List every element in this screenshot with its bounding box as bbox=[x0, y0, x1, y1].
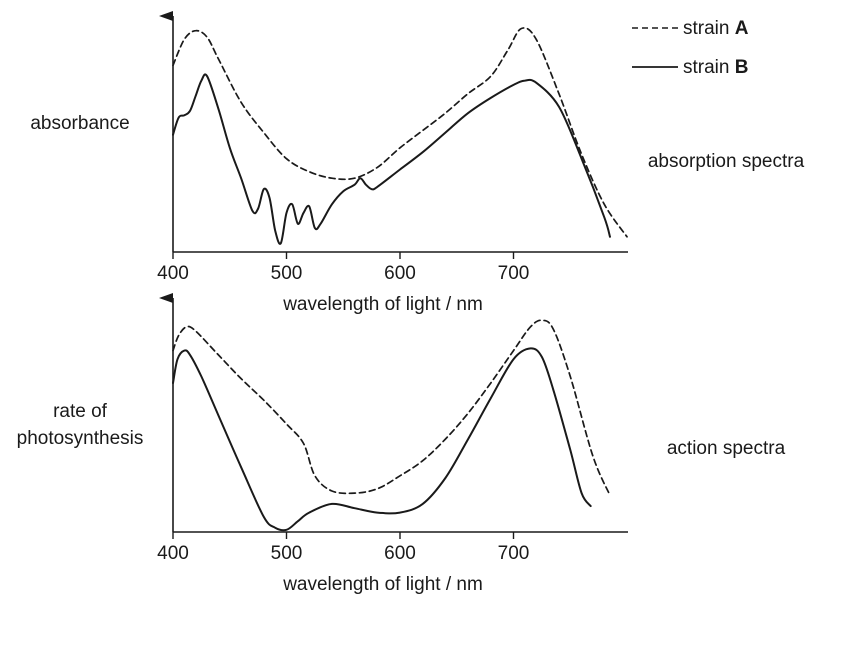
absorption-panel: absorbance absorption spectra 400 500 600 7… bbox=[30, 11, 805, 315]
legend-label-strain-a: strain A bbox=[683, 18, 749, 39]
absorption-title: absorption spectra bbox=[648, 151, 805, 172]
action-x-tick-label: 500 bbox=[271, 543, 303, 564]
action-x-tick-label: 400 bbox=[157, 543, 189, 564]
action-y-label-line-1: rate of bbox=[53, 401, 108, 422]
absorption-x-tick-label: 600 bbox=[384, 263, 416, 284]
action-title: action spectra bbox=[667, 438, 786, 459]
action-x-label: wavelength of light / nm bbox=[282, 574, 483, 595]
action-curve-strain-a bbox=[172, 319, 611, 497]
absorption-curve-strain-b bbox=[172, 73, 611, 245]
absorption-y-label: absorbance bbox=[30, 113, 129, 134]
absorption-x-tick-label: 700 bbox=[498, 263, 530, 284]
action-curve-strain-b bbox=[172, 347, 592, 532]
absorption-x-tick-label: 500 bbox=[271, 263, 303, 284]
action-y-label-line-2: photosynthesis bbox=[17, 428, 144, 449]
legend-label-strain-b: strain B bbox=[683, 57, 748, 78]
absorption-curve-strain-a bbox=[172, 27, 628, 238]
legend: strain A strain B bbox=[632, 18, 749, 78]
action-x-tick-label: 700 bbox=[498, 543, 530, 564]
action-x-tick-label: 600 bbox=[384, 543, 416, 564]
absorption-x-tick-label: 400 bbox=[157, 263, 189, 284]
action-panel: rate of photosynthesis action spectra 40… bbox=[17, 293, 786, 595]
absorption-x-label: wavelength of light / nm bbox=[282, 294, 483, 315]
